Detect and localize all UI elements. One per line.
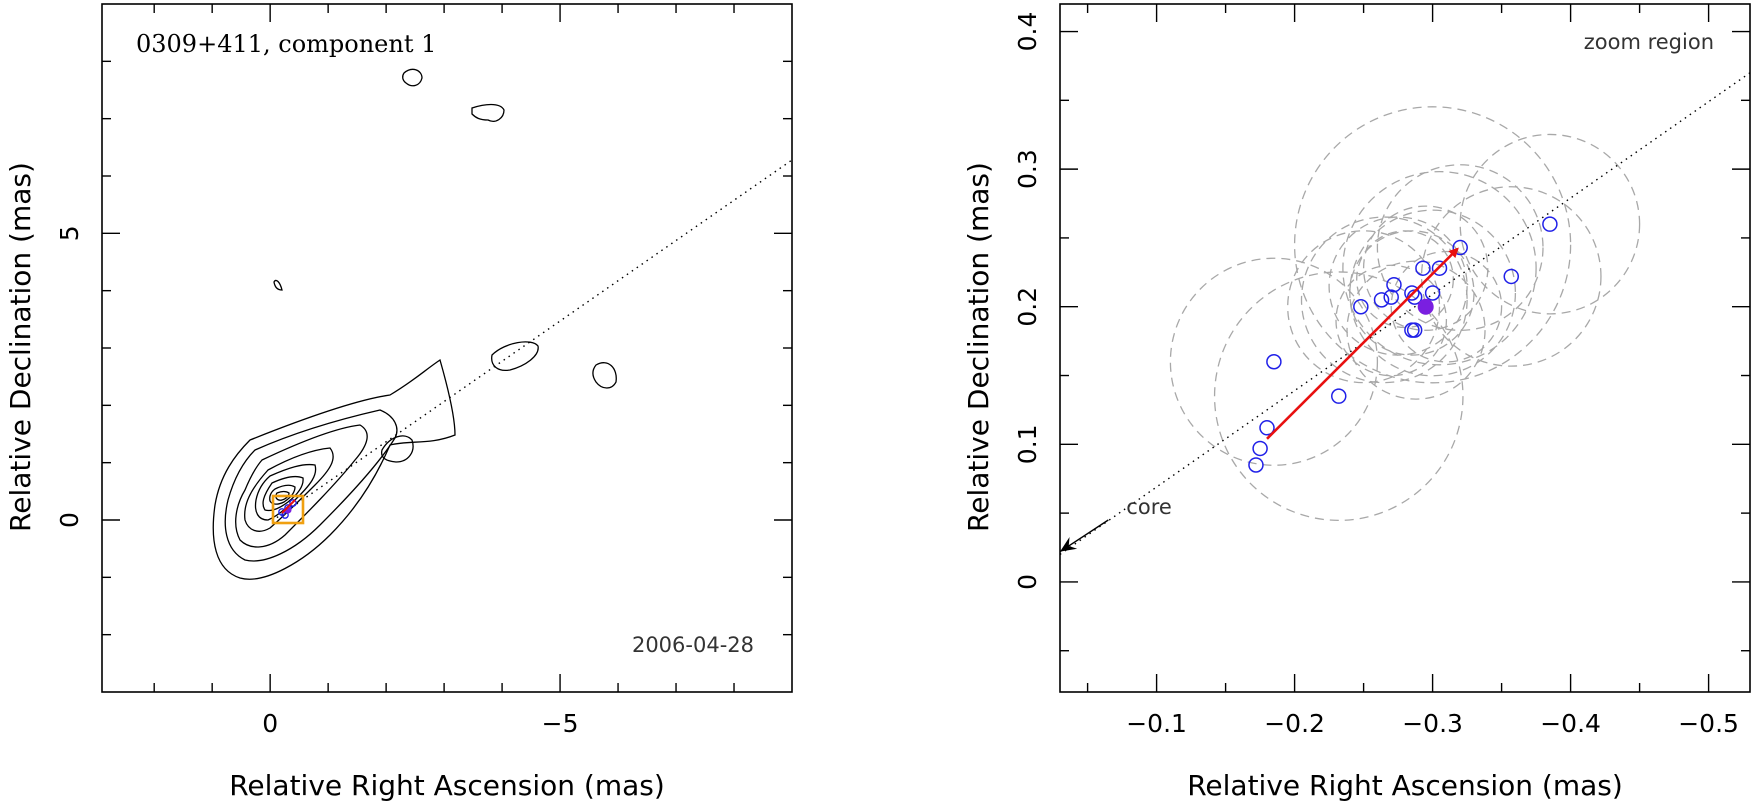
left-tick-labels: 0 −5 0 5 — [55, 225, 578, 738]
motion-arrow — [1266, 247, 1459, 440]
component-point — [1266, 354, 1282, 370]
component-point — [1353, 298, 1369, 315]
uncertainty-circle — [1362, 205, 1489, 331]
uncertainty-circle — [1346, 260, 1486, 400]
uncertainty-circle — [1342, 170, 1537, 366]
right-y-tick-label: 0.2 — [1013, 287, 1042, 327]
left-x-tick-label: 0 — [262, 709, 278, 738]
right-x-axis-title: Relative Right Ascension (mas) — [1187, 769, 1623, 802]
zoom-box — [271, 494, 305, 525]
uncertainty-circle — [1349, 209, 1517, 377]
left-component-point — [289, 499, 297, 507]
uncertainty-circle — [1335, 264, 1448, 377]
right-x-tick-label: −0.1 — [1126, 709, 1187, 738]
uncertainty-circle — [1328, 216, 1468, 356]
uncertainty-circle — [1376, 164, 1544, 332]
component-point — [1248, 457, 1264, 473]
component-point — [1383, 289, 1399, 305]
right-y-tick-label: 0.1 — [1013, 424, 1042, 464]
uncertainty-circles — [1169, 106, 1641, 522]
right-x-tick-label: −0.3 — [1402, 709, 1463, 738]
core-marker: core — [1059, 495, 1172, 553]
right-panel-title: zoom region — [1584, 30, 1714, 54]
component-point — [1415, 260, 1431, 276]
left-x-axis-title: Relative Right Ascension (mas) — [229, 769, 665, 802]
component-point — [1331, 388, 1347, 404]
component-point — [1259, 420, 1275, 436]
right-tick-labels: −0.1 −0.2 −0.3 −0.4 −0.5 0 0.1 0.2 0.3 0.4 — [1013, 12, 1739, 738]
core-label: core — [1126, 495, 1172, 519]
left-plot-frame — [101, 3, 793, 693]
component-points — [1248, 216, 1558, 473]
right-x-tick-label: −0.2 — [1264, 709, 1325, 738]
component-point — [1252, 440, 1268, 457]
right-y-tick-label: 0.3 — [1013, 149, 1042, 189]
left-date-label: 2006-04-28 — [632, 633, 754, 657]
left-trajectory-line — [271, 159, 793, 522]
uncertainty-circle — [1213, 271, 1464, 522]
left-y-tick-label: 0 — [55, 512, 84, 528]
component-point — [1404, 285, 1420, 301]
left-panel: 0309+411, component 1 2006-04-28 Relativ… — [4, 3, 793, 802]
left-ticks — [102, 4, 792, 692]
component-point — [1503, 268, 1520, 285]
uncertainty-circle — [1300, 216, 1468, 384]
left-y-tick-label: 5 — [55, 225, 84, 241]
right-x-tick-label: −0.5 — [1678, 709, 1739, 738]
left-component-cluster — [278, 499, 297, 519]
uncertainty-circle — [1459, 133, 1641, 315]
right-y-axis-title: Relative Declination (mas) — [962, 162, 995, 532]
uncertainty-circle — [1169, 257, 1379, 466]
component-point — [1431, 260, 1448, 276]
left-y-axis-title: Relative Declination (mas) — [4, 162, 37, 532]
right-ticks — [1060, 4, 1750, 692]
left-panel-title: 0309+411, component 1 — [136, 30, 436, 58]
right-trajectory-line — [1059, 72, 1751, 555]
component-point — [1386, 276, 1402, 293]
core-arrow-head — [1060, 537, 1078, 552]
component-point — [1542, 216, 1558, 232]
uncertainty-circle — [1293, 106, 1572, 384]
right-x-tick-label: −0.4 — [1540, 709, 1601, 738]
component-point — [1406, 322, 1423, 338]
right-y-tick-label: 0.4 — [1013, 12, 1042, 52]
right-plot-frame — [1059, 3, 1751, 693]
left-motion-arrow — [281, 499, 296, 514]
right-y-tick-label: 0 — [1013, 574, 1042, 590]
uncertainty-circle — [1287, 230, 1441, 384]
component-point — [1373, 292, 1390, 308]
uncertainty-circle — [1420, 186, 1602, 367]
uncertainty-circle — [1390, 250, 1503, 363]
mean-position-point — [1417, 298, 1434, 315]
left-x-tick-label: −5 — [542, 709, 579, 738]
component-point — [1424, 285, 1441, 301]
right-panel: zoom region Relative Right Ascension (ma… — [962, 3, 1751, 802]
